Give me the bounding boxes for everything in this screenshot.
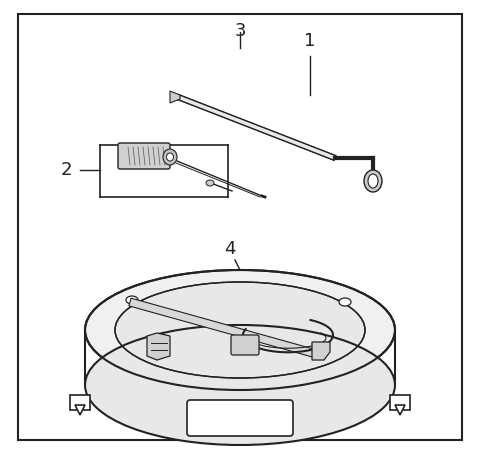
Polygon shape (170, 91, 180, 103)
Polygon shape (312, 342, 330, 360)
Ellipse shape (364, 170, 382, 192)
Ellipse shape (163, 149, 177, 165)
Polygon shape (395, 405, 405, 415)
Polygon shape (70, 395, 90, 410)
Text: 1: 1 (304, 32, 316, 50)
Ellipse shape (339, 298, 351, 306)
Polygon shape (390, 395, 410, 410)
Text: 3: 3 (234, 22, 246, 40)
FancyBboxPatch shape (231, 335, 259, 355)
Ellipse shape (115, 282, 365, 378)
FancyBboxPatch shape (187, 400, 293, 436)
Ellipse shape (206, 180, 214, 186)
Ellipse shape (167, 153, 173, 161)
FancyBboxPatch shape (118, 143, 170, 169)
Ellipse shape (85, 325, 395, 445)
Polygon shape (129, 298, 321, 359)
Text: 2: 2 (60, 161, 72, 179)
Ellipse shape (126, 296, 138, 304)
Ellipse shape (85, 270, 395, 390)
Polygon shape (177, 95, 336, 160)
Ellipse shape (368, 174, 378, 188)
Text: 4: 4 (224, 240, 236, 258)
Polygon shape (147, 333, 170, 360)
Polygon shape (75, 405, 85, 415)
